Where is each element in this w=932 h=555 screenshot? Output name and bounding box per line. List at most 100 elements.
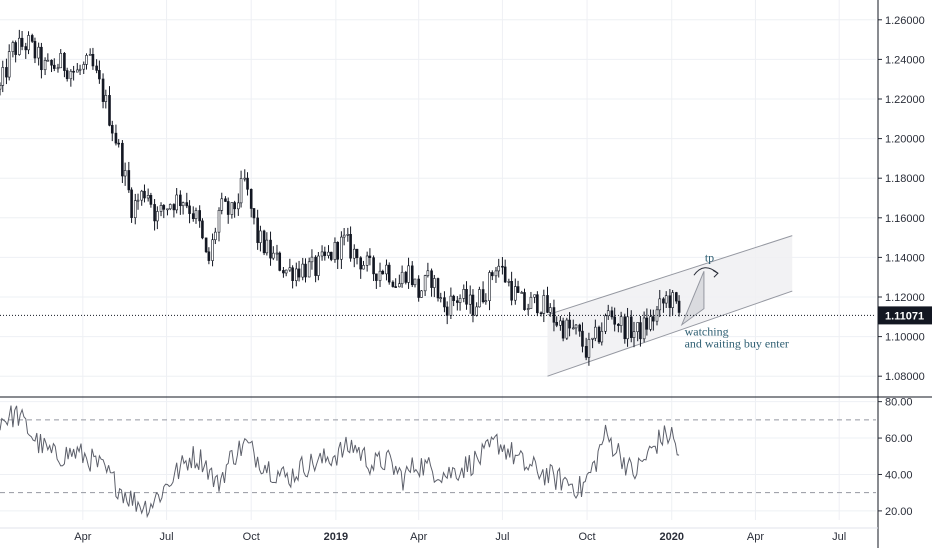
x-tick-label: Apr [410,531,427,543]
candle-body [581,330,584,347]
ind-tick-label: 40.00 [885,469,913,481]
candle-body [391,281,395,287]
candle-body [211,239,214,261]
candle-body [520,292,524,294]
candle-body [526,308,530,310]
candle-body [14,42,17,55]
candle-body [214,231,217,241]
candle-body [162,205,166,210]
candle-body [149,195,153,205]
candle-body [342,234,346,238]
projection-shape [680,271,705,327]
candle-body [465,289,468,305]
candle-body [246,177,249,190]
candle-body [600,330,604,343]
candle-body [591,337,594,340]
candle-body [632,331,636,338]
y-tick-label: 1.20000 [885,134,925,146]
candle-body [24,46,28,51]
candle-body [584,346,588,358]
candle-body [675,292,678,302]
candle-body [365,255,369,266]
candle-body [40,46,43,71]
ind-tick-label: 20.00 [885,506,913,518]
candle-body [642,317,646,340]
candle-body [82,64,86,70]
y-tick-label: 1.14000 [885,252,925,264]
candle-body [552,307,556,323]
candle-body [329,251,333,260]
candle-body [346,234,350,236]
candle-body [420,290,423,298]
ind-tick-label: 60.00 [885,433,913,445]
candle-body [568,319,571,329]
candle-body [468,294,472,305]
candle-body [88,54,92,56]
chart-annotation: tp [705,250,714,264]
candle-body [533,294,536,298]
candle-body [513,286,517,301]
candle-body [56,67,60,70]
y-tick-label: 1.18000 [885,173,925,185]
candle-body [677,300,681,313]
candle-body [288,267,292,271]
candle-body [436,278,440,299]
candle-body [1,67,5,86]
candle-body [198,210,201,222]
candle-body [307,261,311,278]
candle-body [7,51,11,78]
candle-body [224,198,227,202]
candle-body [278,252,282,271]
candle-body [494,270,498,277]
candle-body [275,252,279,255]
candle-body [359,257,363,270]
candle-body [458,298,462,303]
candle-body [320,251,324,257]
candle-body [243,177,247,180]
x-tick-label: Jul [160,531,174,543]
candle-body [597,326,601,343]
candle-body [574,324,578,329]
candle-body [172,204,176,211]
candle-body [159,205,163,212]
candle-body [52,64,56,69]
x-tick-label: 2019 [324,531,348,543]
candle-body [626,316,629,340]
candle-body [304,263,307,278]
candle-body [336,242,340,260]
candle-body [146,195,150,199]
candle-body [387,264,391,283]
candle-body [18,37,21,55]
candle-body [426,270,430,276]
candle-body [539,312,543,315]
candle-body [110,125,114,134]
candle-body [323,251,327,256]
candle-body [649,316,652,330]
candle-body [301,263,305,278]
candle-body [617,323,620,326]
candle-body [127,170,131,191]
candle-body [606,310,610,317]
candle-body [398,283,401,288]
candle-body [237,202,240,210]
candle-body [230,202,234,215]
candle-body [297,268,301,278]
candle-body [179,194,182,207]
candle-body [407,265,410,283]
candle-body [349,234,352,259]
candle-body [123,170,127,177]
candle-body [314,256,317,276]
candle-body [133,200,137,218]
candle-body [555,321,559,326]
candle-body [652,316,655,322]
candle-body [423,275,427,292]
candle-body [201,220,204,239]
candle-body [239,178,243,204]
candle-body [75,69,79,73]
candle-body [604,315,607,332]
candle-body [284,269,288,274]
candle-body [623,316,627,340]
y-tick-label: 1.24000 [885,54,925,66]
candle-body [166,208,169,211]
candle-body [191,213,195,220]
